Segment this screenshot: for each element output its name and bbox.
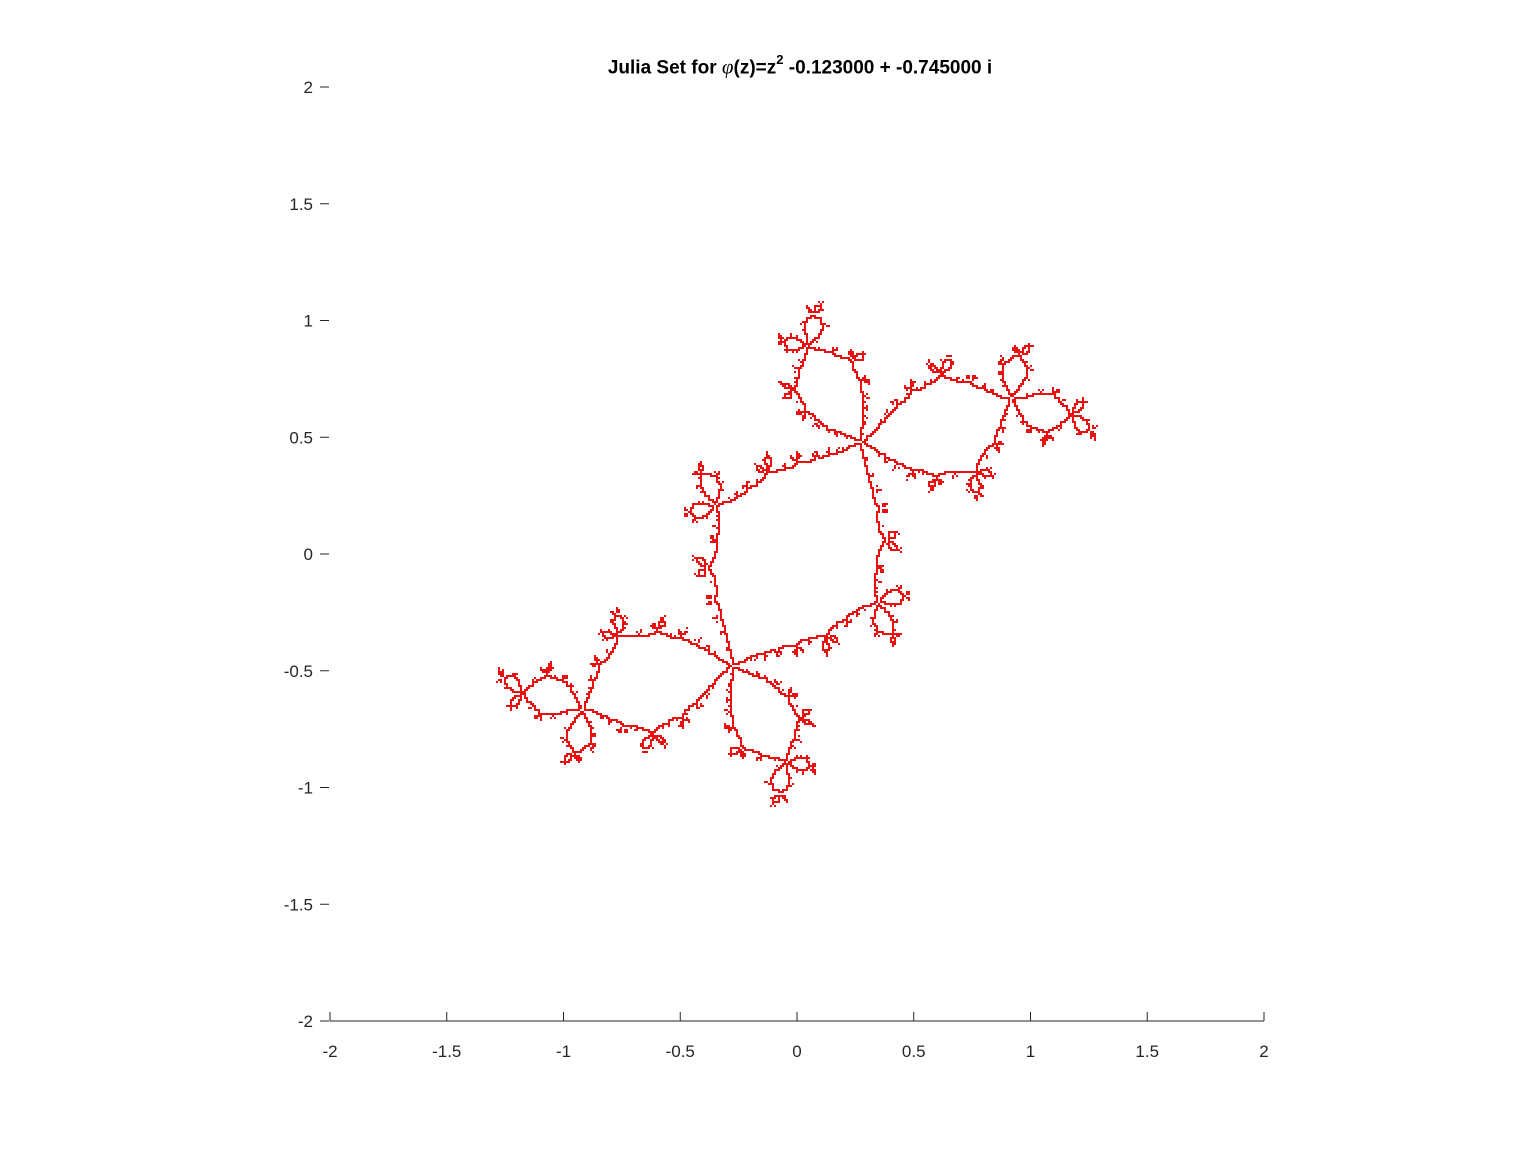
julia-boundary-points <box>496 301 1098 807</box>
x-tick-label: 0.5 <box>902 1042 926 1061</box>
y-tick-label: 1.5 <box>289 195 313 214</box>
y-tick-label: 0.5 <box>289 428 313 447</box>
x-tick-label: -2 <box>322 1042 337 1061</box>
julia-set-boundary <box>496 301 1098 807</box>
x-tick-label: -0.5 <box>666 1042 695 1061</box>
chart-title: Julia Set for φ(z)=z2 -0.123000 + -0.745… <box>560 52 1040 79</box>
title-exponent: 2 <box>776 52 784 67</box>
title-mid: (z)=z <box>733 57 777 79</box>
title-prefix: Julia Set for <box>607 57 722 79</box>
y-tick-label: -1.5 <box>284 895 313 914</box>
y-tick-label: -1 <box>298 779 313 798</box>
x-tick-label: -1 <box>556 1042 571 1061</box>
x-tick-label: -1.5 <box>432 1042 461 1061</box>
x-tick-label: 1 <box>1026 1042 1035 1061</box>
x-tick-label: 1.5 <box>1135 1042 1159 1061</box>
axes: -2 -1.5 -1 -0.5 0 0.5 1 1.5 2 -2 -1.5 -1 -0.5 0 0.5 1 1.… <box>284 78 1269 1061</box>
y-tick-label: 2 <box>304 78 313 97</box>
x-tick-label: 2 <box>1259 1042 1268 1061</box>
title-phi: φ <box>721 54 734 79</box>
x-tick-label: 0 <box>792 1042 801 1061</box>
y-tick-label: 1 <box>304 312 313 331</box>
y-tick-label: -0.5 <box>284 662 313 681</box>
y-tick-label: -2 <box>298 1012 313 1031</box>
y-tick-label: 0 <box>304 545 313 564</box>
title-suffix: -0.123000 + -0.745000 i <box>783 57 993 79</box>
